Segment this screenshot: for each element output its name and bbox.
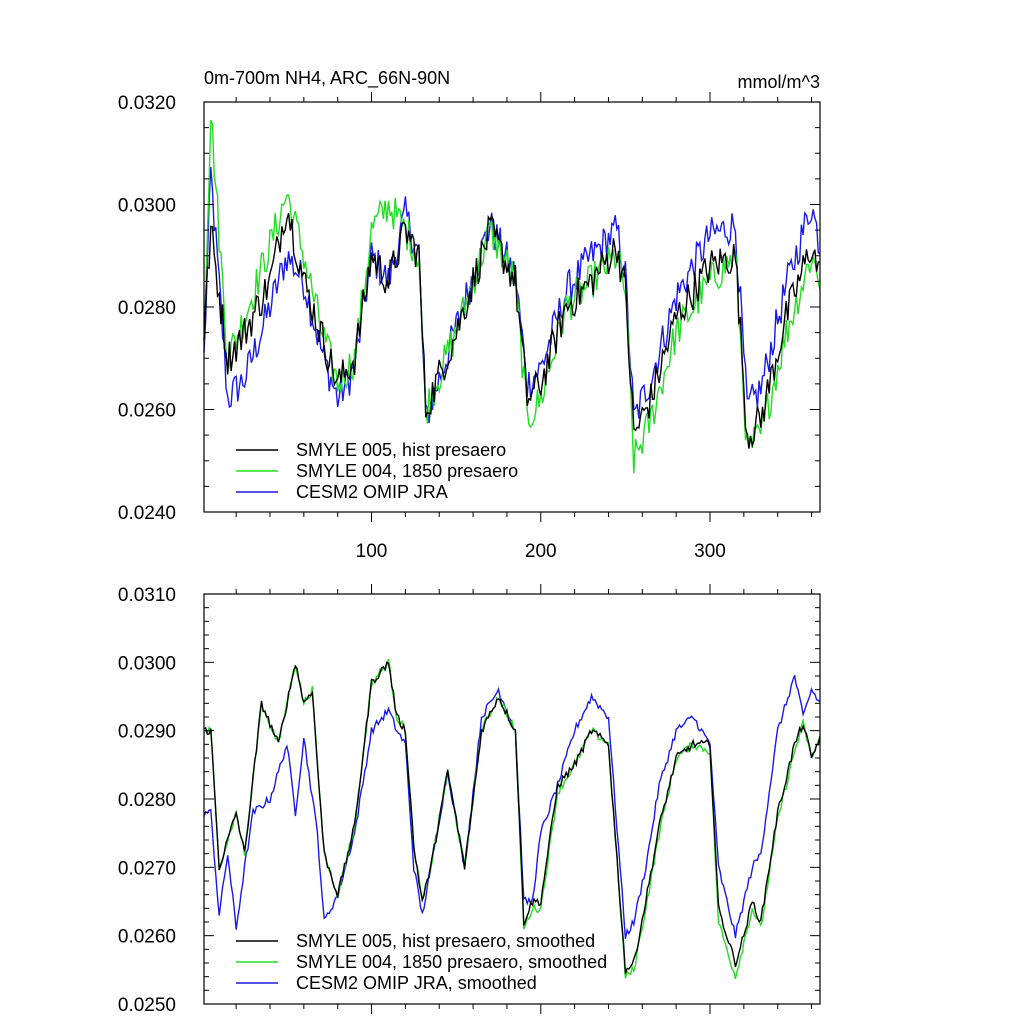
- chart-bottom-ytick-label: 0.0280: [118, 790, 176, 811]
- chart-top-xtick-label: 100: [356, 541, 388, 562]
- chart-top-series-line-1: [203, 119, 821, 474]
- chart-top-xtick-label: 200: [525, 541, 557, 562]
- chart-top-units: mmol/m^3: [738, 72, 820, 92]
- chart-top-legend-label-1: SMYLE 004, 1850 presaero: [296, 461, 518, 481]
- chart-top-xtick-label: 300: [694, 541, 726, 562]
- chart-top-ticks: 0.0240 0.0260 0.0280 0.0300 0.0320 100 200 300: [118, 92, 820, 562]
- chart-bottom-legend-label-1: SMYLE 004, 1850 presaero, smoothed: [296, 952, 607, 972]
- chart-top-legend-label-0: SMYLE 005, hist presaero: [296, 440, 506, 460]
- chart-bottom-series-group: [203, 659, 821, 980]
- chart-top-series-group: [203, 119, 821, 474]
- chart-top-series-line-2: [203, 167, 821, 424]
- chart-top-ytick-label: 0.0260: [118, 401, 176, 422]
- chart-top-title: 0m-700m NH4, ARC_66N-90N: [204, 68, 450, 89]
- chart-bottom-ytick-label: 0.0270: [118, 858, 176, 879]
- chart-top: 0m-700m NH4, ARC_66N-90N mmol/m^3 0.0240…: [118, 68, 821, 562]
- chart-bottom-series-line-2: [203, 674, 821, 939]
- chart-bottom-ytick-label: 0.0290: [118, 722, 176, 743]
- chart-bottom: 0.0250 0.0260 0.0270 0.0280 0.0290 0.0300 0.03…: [118, 584, 821, 1016]
- chart-top-ytick-label: 0.0280: [118, 298, 176, 319]
- chart-top-series-line-0: [203, 213, 821, 449]
- chart-bottom-ytick-label: 0.0310: [118, 585, 176, 606]
- chart-top-ytick-label: 0.0320: [118, 93, 176, 114]
- chart-bottom-ytick-label: 0.0300: [118, 653, 176, 674]
- chart-bottom-ytick-label: 0.0260: [118, 927, 176, 948]
- chart-bottom-ytick-label: 0.0250: [118, 995, 176, 1016]
- chart-bottom-legend-label-2: CESM2 OMIP JRA, smoothed: [296, 973, 537, 993]
- chart-bottom-ticks: 0.0250 0.0260 0.0270 0.0280 0.0290 0.0300 0.03…: [118, 584, 820, 1016]
- chart-top-ytick-label: 0.0300: [118, 196, 176, 217]
- chart-bottom-series-line-0: [203, 661, 821, 974]
- chart-bottom-legend-label-0: SMYLE 005, hist presaero, smoothed: [296, 931, 595, 951]
- chart-top-legend-label-2: CESM2 OMIP JRA: [296, 482, 448, 502]
- chart-top-ytick-label: 0.0240: [118, 503, 176, 524]
- chart-bottom-legend: SMYLE 005, hist presaero, smoothedSMYLE …: [236, 931, 607, 993]
